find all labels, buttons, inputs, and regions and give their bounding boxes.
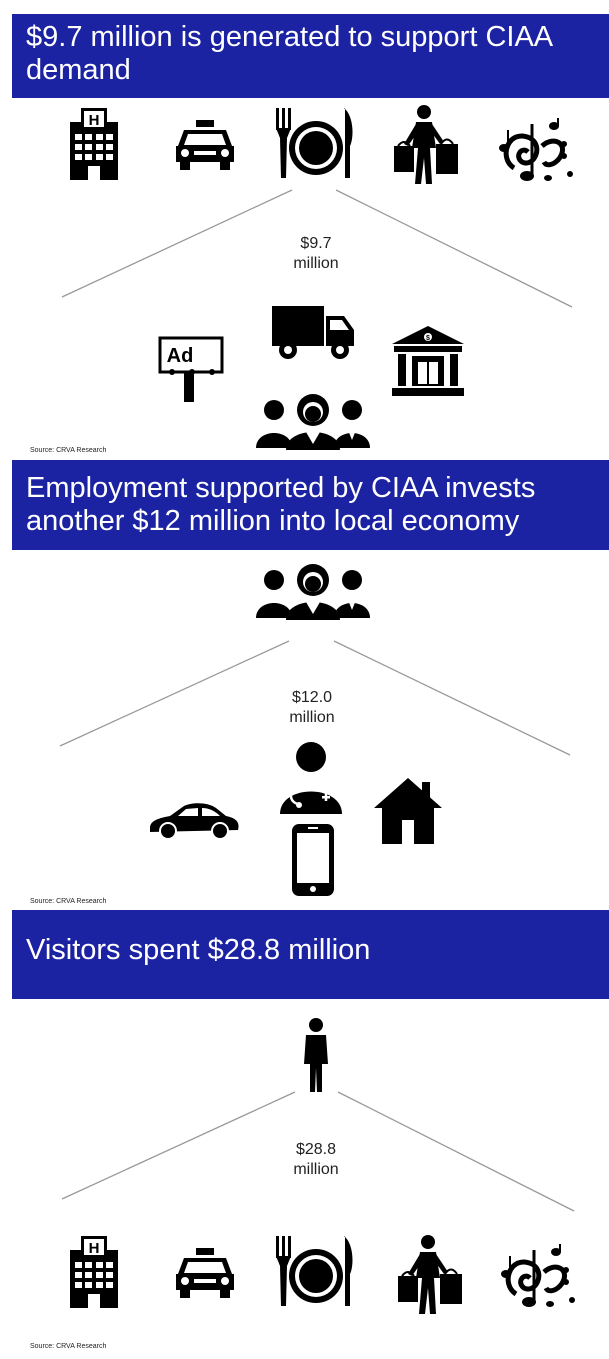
people-group-icon	[256, 564, 370, 620]
taxi-icon	[176, 120, 234, 170]
shopping-icon	[398, 1235, 462, 1314]
billboard-ad-icon: Ad	[158, 336, 224, 402]
people-group-icon	[256, 394, 370, 450]
panel-3-title-banner: Visitors spent $28.8 million	[12, 910, 609, 999]
svg-text:H: H	[89, 112, 100, 129]
panel-1-source: Source: CRVA Research	[30, 447, 107, 454]
billboard-ad-text: Ad	[167, 345, 194, 367]
panel-3-amount: $28.8 million	[293, 1141, 339, 1178]
smartphone-icon	[292, 824, 334, 896]
music-icon	[501, 1244, 575, 1307]
panel-3-title: Visitors spent $28.8 million	[26, 934, 371, 966]
person-icon	[304, 1018, 328, 1092]
hotel-icon: H	[70, 108, 118, 180]
dining-icon	[276, 1236, 353, 1306]
panel-2-amount: $12.0 million	[289, 689, 335, 726]
svg-text:$: $	[426, 335, 430, 342]
panel-1-title-banner: $9.7 million is generated to support CIA…	[12, 14, 609, 98]
panel-2-source: Source: CRVA Research	[30, 898, 107, 905]
music-icon	[499, 118, 573, 181]
svg-text:H: H	[89, 1240, 100, 1257]
panel-3-source: Source: CRVA Research	[30, 1343, 107, 1350]
house-icon	[374, 778, 442, 844]
taxi-icon	[176, 1248, 234, 1298]
panel-2-title-banner: Employment supported by CIAA invests ano…	[12, 460, 609, 550]
hotel-icon: H	[70, 1236, 118, 1308]
panel-2-title: Employment supported by CIAA invests ano…	[26, 472, 536, 537]
doctor-icon	[280, 742, 342, 814]
shopping-icon	[394, 105, 458, 184]
panel-1-title: $9.7 million is generated to support CIA…	[26, 21, 552, 86]
dining-icon	[276, 108, 353, 178]
bank-icon: $	[392, 326, 464, 396]
panel-1-amount: $9.7 million	[293, 235, 339, 272]
delivery-truck-icon	[272, 306, 354, 359]
car-icon	[150, 803, 239, 840]
